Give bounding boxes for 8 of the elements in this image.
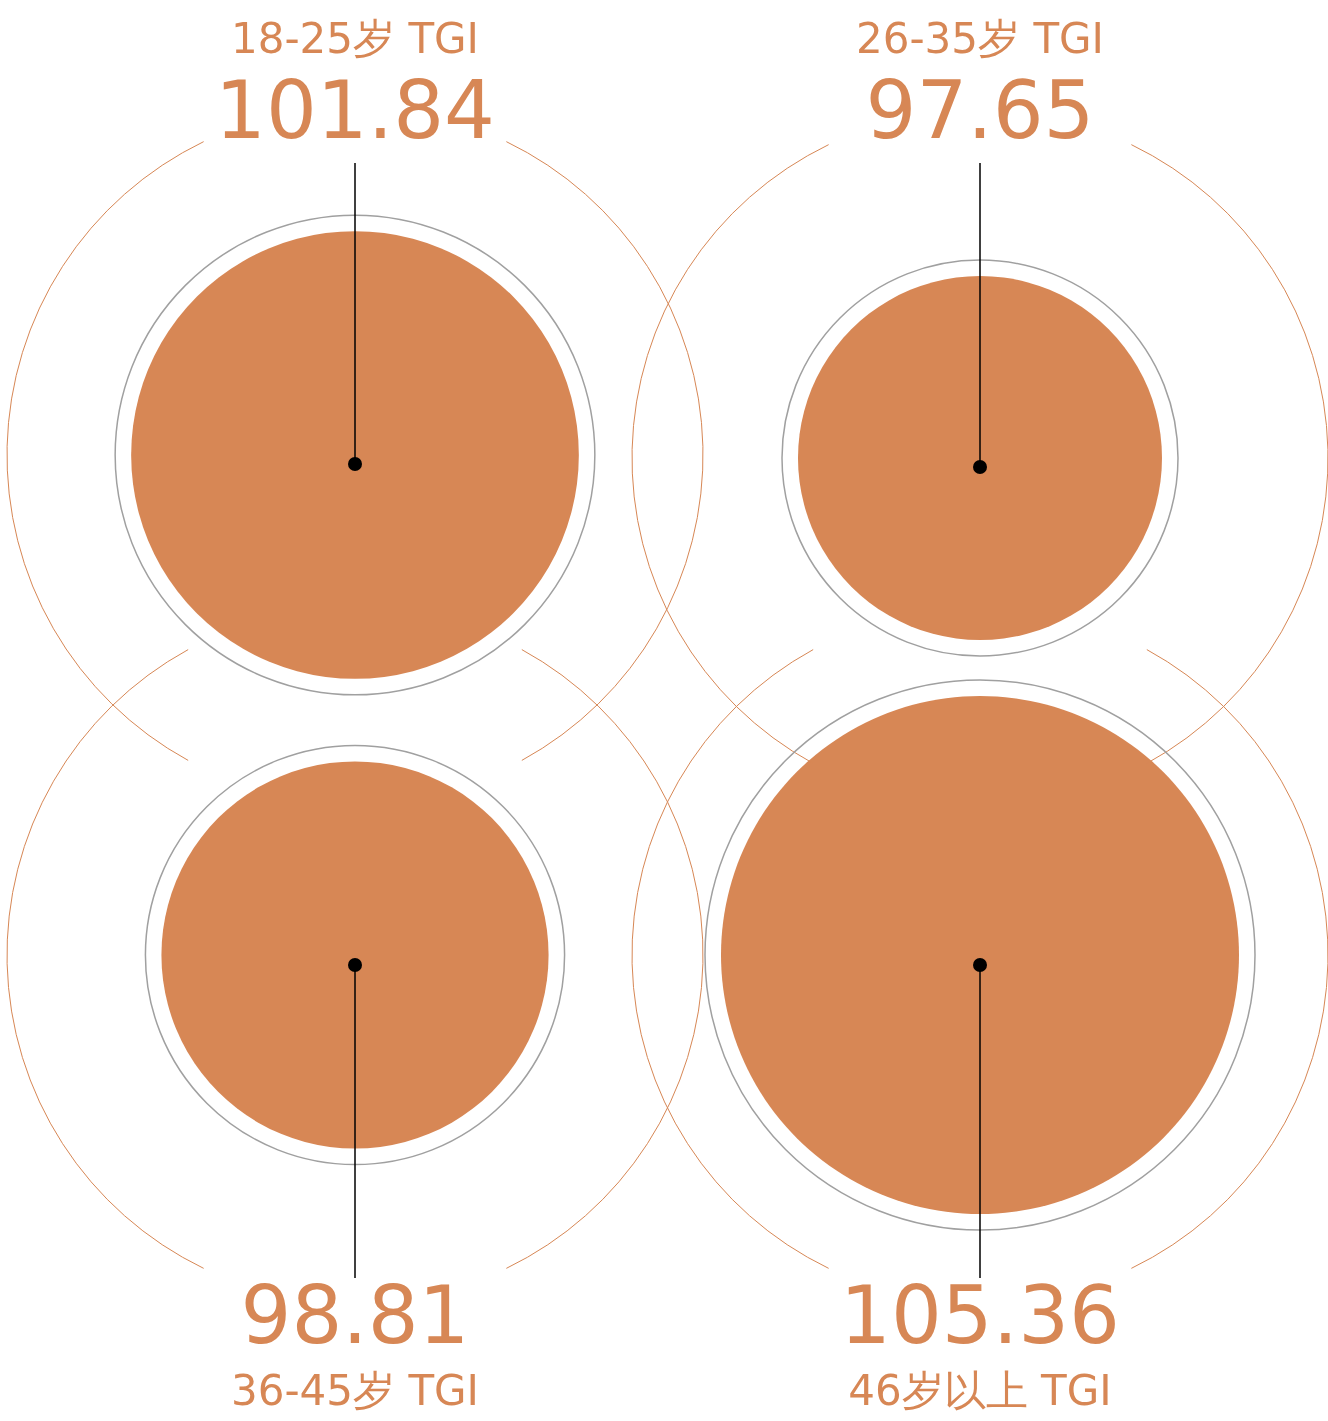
data-label: 101.84 bbox=[215, 63, 495, 157]
category-label: 46岁以上 TGI bbox=[848, 1365, 1112, 1415]
category-label: 18-25岁 TGI bbox=[231, 13, 479, 63]
data-label: 105.36 bbox=[840, 1268, 1120, 1362]
category-label: 26-35岁 TGI bbox=[856, 13, 1104, 63]
data-label: 98.81 bbox=[240, 1268, 470, 1362]
category-label: 36-45岁 TGI bbox=[231, 1365, 479, 1415]
data-label: 97.65 bbox=[865, 63, 1095, 157]
